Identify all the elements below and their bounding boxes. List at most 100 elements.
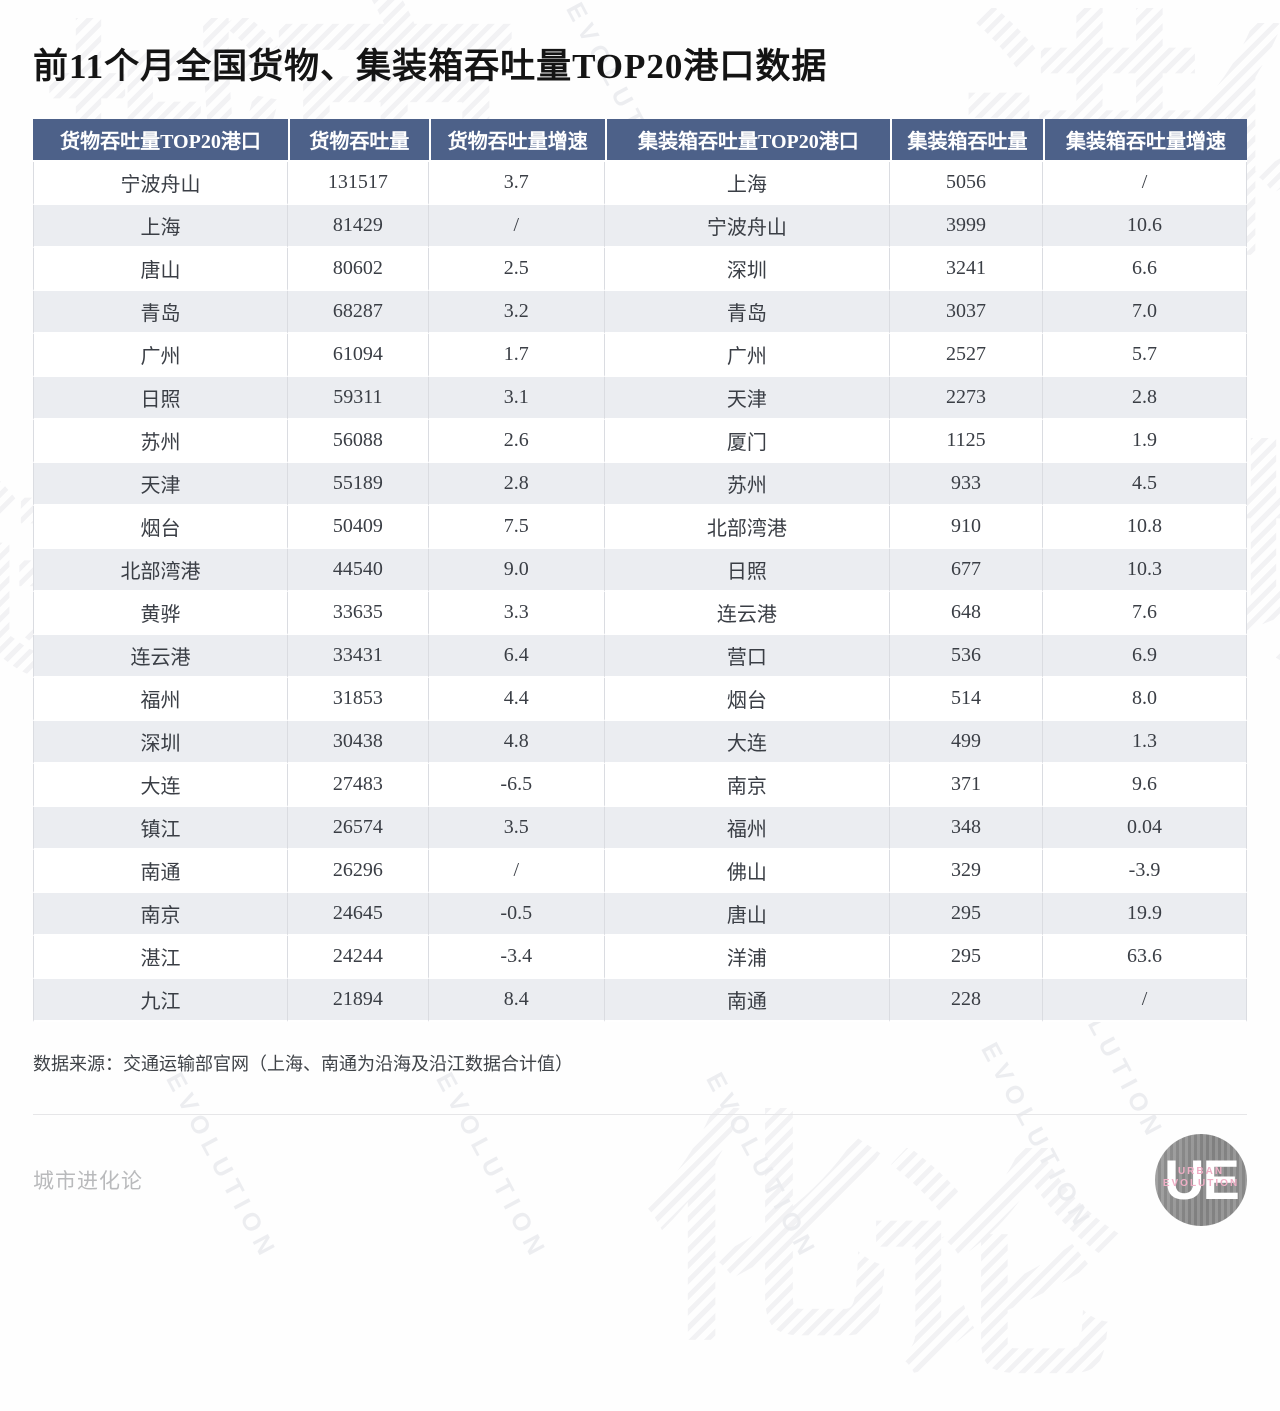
cell-container-throughput: 371 <box>890 764 1043 807</box>
cell-cargo-port: 黄骅 <box>33 592 288 635</box>
logo-subtitle: URBAN EVOLUTION <box>1155 1166 1247 1190</box>
cell-cargo-growth: 8.4 <box>428 979 605 1022</box>
cell-container-port: 南通 <box>604 979 891 1022</box>
cell-container-growth: 6.9 <box>1043 635 1247 678</box>
table-row: 宁波舟山 131517 3.7 上海 5056/ <box>33 162 1247 205</box>
cell-container-growth: -3.9 <box>1043 850 1247 893</box>
cell-container-throughput: 3241 <box>890 248 1043 291</box>
table-row: 唐山 80602 2.5 深圳 3241 6.6 <box>33 248 1247 291</box>
cell-container-throughput: 933 <box>890 463 1043 506</box>
header-container-port: 集装箱吞吐量TOP20港口 <box>604 119 891 162</box>
table-row: 南通 26296/佛山 329 -3.9 <box>33 850 1247 893</box>
cell-container-port: 大连 <box>604 721 891 764</box>
cell-cargo-throughput: 68287 <box>287 291 429 334</box>
cell-container-port: 宁波舟山 <box>604 205 891 248</box>
table-body: 宁波舟山 131517 3.7 上海 5056/上海 81429/宁波舟山 3999 10.6… <box>33 162 1247 1022</box>
cell-cargo-port: 烟台 <box>33 506 288 549</box>
cell-cargo-growth: 3.1 <box>428 377 605 420</box>
cell-container-throughput: 536 <box>890 635 1043 678</box>
cell-container-throughput: 228 <box>890 979 1043 1022</box>
cell-container-port: 洋浦 <box>604 936 891 979</box>
cell-cargo-port: 福州 <box>33 678 288 721</box>
cell-container-growth: 19.9 <box>1043 893 1247 936</box>
cell-container-port: 佛山 <box>604 850 891 893</box>
cell-container-growth: 7.0 <box>1043 291 1247 334</box>
table-row: 苏州 56088 2.6 厦门 1125 1.9 <box>33 420 1247 463</box>
cell-container-throughput: 295 <box>890 893 1043 936</box>
cell-cargo-port: 上海 <box>33 205 288 248</box>
cell-cargo-throughput: 33635 <box>287 592 429 635</box>
cell-container-port: 南京 <box>604 764 891 807</box>
urban-evolution-logo: UE URBAN EVOLUTION <box>1155 1133 1247 1226</box>
infographic: 前11个月全国货物、集装箱吞吐量TOP20港口数据 货物吞吐量TOP20港口 货… <box>0 38 1280 1232</box>
cell-cargo-growth: 7.5 <box>428 506 605 549</box>
cell-container-throughput: 2273 <box>890 377 1043 420</box>
cell-cargo-throughput: 30438 <box>287 721 429 764</box>
cell-container-port: 福州 <box>604 807 891 850</box>
cell-cargo-port: 深圳 <box>33 721 288 764</box>
footer-divider <box>33 1114 1247 1115</box>
cell-container-growth: 0.04 <box>1043 807 1247 850</box>
cell-container-growth: 9.6 <box>1043 764 1247 807</box>
port-throughput-table: 货物吞吐量TOP20港口 货物吞吐量 货物吞吐量增速 集装箱吞吐量TOP20港口… <box>33 119 1247 1022</box>
cell-container-throughput: 2527 <box>890 334 1043 377</box>
table-row: 日照 59311 3.1 天津 2273 2.8 <box>33 377 1247 420</box>
cell-container-throughput: 3037 <box>890 291 1043 334</box>
cell-container-throughput: 499 <box>890 721 1043 764</box>
table-row: 大连 27483 -6.5 南京 371 9.6 <box>33 764 1247 807</box>
cell-container-growth: 10.8 <box>1043 506 1247 549</box>
cell-cargo-throughput: 31853 <box>287 678 429 721</box>
table-row: 黄骅 33635 3.3 连云港 648 7.6 <box>33 592 1247 635</box>
logo-subtitle-line1: URBAN <box>1177 1165 1225 1177</box>
table-row: 深圳 30438 4.8 大连 499 1.3 <box>33 721 1247 764</box>
table-row: 福州 31853 4.4 烟台 514 8.0 <box>33 678 1247 721</box>
cell-cargo-throughput: 81429 <box>287 205 429 248</box>
cell-cargo-port: 唐山 <box>33 248 288 291</box>
cell-cargo-port: 南京 <box>33 893 288 936</box>
cell-cargo-port: 九江 <box>33 979 288 1022</box>
cell-cargo-growth: 3.7 <box>428 162 605 205</box>
cell-cargo-growth: 3.5 <box>428 807 605 850</box>
cell-container-port: 天津 <box>604 377 891 420</box>
cell-container-throughput: 3999 <box>890 205 1043 248</box>
cell-cargo-throughput: 24645 <box>287 893 429 936</box>
cell-container-throughput: 514 <box>890 678 1043 721</box>
header-cargo-throughput: 货物吞吐量 <box>287 119 429 162</box>
table-row: 北部湾港 44540 9.0 日照 677 10.3 <box>33 549 1247 592</box>
cell-cargo-throughput: 55189 <box>287 463 429 506</box>
cell-container-port: 上海 <box>604 162 891 205</box>
cell-container-port: 唐山 <box>604 893 891 936</box>
cell-container-growth: 5.7 <box>1043 334 1247 377</box>
logo-subtitle-line2: EVOLUTION <box>1162 1177 1240 1189</box>
cell-container-port: 连云港 <box>604 592 891 635</box>
cell-cargo-throughput: 26574 <box>287 807 429 850</box>
cell-cargo-growth: 2.8 <box>428 463 605 506</box>
cell-cargo-growth: 3.3 <box>428 592 605 635</box>
cell-container-growth: 1.9 <box>1043 420 1247 463</box>
cell-container-growth: 2.8 <box>1043 377 1247 420</box>
cell-cargo-growth: 2.6 <box>428 420 605 463</box>
source-note: 数据来源：交通运输部官网（上海、南通为沿海及沿江数据合计值） <box>33 1054 573 1074</box>
cell-cargo-throughput: 50409 <box>287 506 429 549</box>
cell-cargo-growth: -3.4 <box>428 936 605 979</box>
cell-container-throughput: 648 <box>890 592 1043 635</box>
cell-cargo-throughput: 61094 <box>287 334 429 377</box>
footer: 城市进化论 UE URBAN EVOLUTION <box>33 1127 1247 1232</box>
cell-cargo-growth: 4.8 <box>428 721 605 764</box>
table-row: 镇江 26574 3.5 福州 348 0.04 <box>33 807 1247 850</box>
cell-cargo-port: 天津 <box>33 463 288 506</box>
cell-cargo-port: 南通 <box>33 850 288 893</box>
header-container-growth: 集装箱吞吐量增速 <box>1043 119 1247 162</box>
cell-container-port: 苏州 <box>604 463 891 506</box>
cell-container-growth: / <box>1043 979 1247 1022</box>
cell-cargo-growth: -0.5 <box>428 893 605 936</box>
cell-cargo-throughput: 44540 <box>287 549 429 592</box>
cell-container-growth: 8.0 <box>1043 678 1247 721</box>
cell-container-port: 广州 <box>604 334 891 377</box>
cell-container-growth: 10.3 <box>1043 549 1247 592</box>
cell-cargo-growth: 3.2 <box>428 291 605 334</box>
cell-cargo-growth: / <box>428 205 605 248</box>
cell-cargo-throughput: 21894 <box>287 979 429 1022</box>
cell-cargo-port: 大连 <box>33 764 288 807</box>
cell-cargo-growth: 6.4 <box>428 635 605 678</box>
